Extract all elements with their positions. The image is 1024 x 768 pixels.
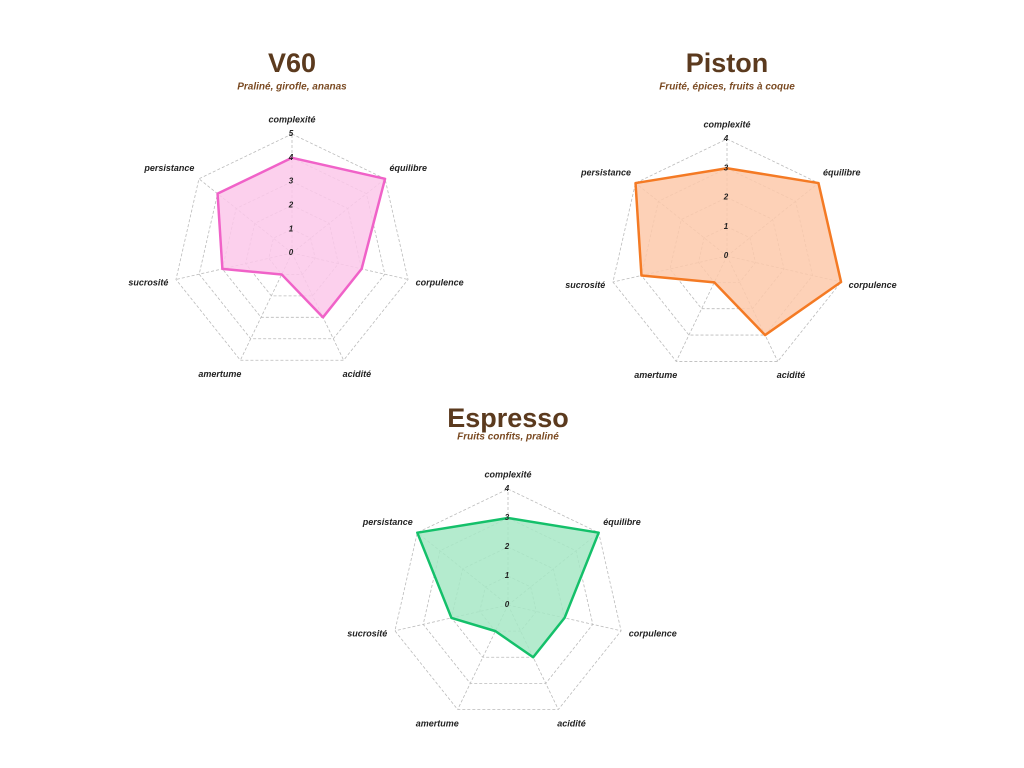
r-tick-label: 4	[504, 484, 510, 493]
r-tick-label: 3	[289, 177, 294, 186]
r-tick-label: 4	[288, 153, 294, 162]
r-tick-label: 5	[289, 129, 294, 138]
grid-ring	[394, 488, 622, 710]
r-tick-label: 1	[289, 224, 294, 233]
axis-label: amertume	[416, 718, 459, 728]
chart-subtitle: Fruité, épices, fruits à coque	[659, 82, 795, 93]
axis-spoke	[675, 255, 728, 362]
grid-ring	[451, 546, 565, 658]
r-tick-label: 2	[723, 193, 729, 202]
axis-label: équilibre	[823, 167, 861, 177]
r-tick-label: 0	[505, 600, 510, 609]
chart-subtitle: Praliné, girofle, ananas	[237, 82, 347, 93]
axis-spoke	[394, 604, 509, 632]
axis-label: sucrosité	[128, 277, 168, 287]
radar-area	[634, 167, 843, 337]
axis-label: corpulence	[629, 629, 677, 639]
r-tick-label: 2	[288, 201, 294, 210]
grid-ring	[641, 167, 813, 336]
r-tick-label: 4	[723, 134, 729, 143]
r-tick-label: 3	[505, 513, 510, 522]
axis-spoke	[457, 604, 509, 710]
radar-area	[416, 516, 600, 659]
axis-label: persistance	[362, 517, 413, 527]
axis-label: corpulence	[849, 280, 897, 290]
radar-chart: Piston Fruité, épices, fruits à coque 0 1 2 3…	[565, 48, 896, 380]
axis-label: équilibre	[390, 163, 428, 173]
axis-label: acidité	[777, 370, 806, 380]
r-tick-label: 0	[289, 248, 294, 257]
axis-label: amertume	[634, 370, 677, 380]
axis-label: sucrosité	[565, 280, 605, 290]
radar-area	[216, 156, 387, 319]
chart-title: Espresso	[447, 403, 569, 433]
grid-ring	[175, 133, 409, 361]
chart-title: Piston	[686, 48, 769, 78]
axis-label: persistance	[580, 167, 631, 177]
grid-ring	[612, 138, 842, 362]
r-tick-label: 1	[724, 222, 729, 231]
axis-label: sucrosité	[347, 629, 387, 639]
axis-spoke	[612, 255, 728, 283]
axis-label: acidité	[343, 369, 372, 379]
axis-label: complexité	[703, 119, 750, 129]
r-tick-label: 3	[724, 163, 729, 172]
axis-label: complexité	[484, 469, 531, 479]
chart-title: V60	[268, 48, 316, 78]
axis-label: équilibre	[603, 517, 641, 527]
axis-spoke	[726, 255, 779, 362]
axis-label: amertume	[198, 369, 241, 379]
axis-label: acidité	[557, 718, 586, 728]
chart-subtitle: Fruits confits, praliné	[457, 432, 559, 443]
axis-label: complexité	[268, 114, 315, 124]
r-tick-label: 2	[504, 542, 510, 551]
axis-label: persistance	[143, 163, 194, 173]
axis-label: corpulence	[416, 277, 464, 287]
r-tick-label: 1	[505, 571, 510, 580]
radar-chart: V60 Praliné, girofle, ananas 0 1 2 3 4 5 complex…	[128, 48, 463, 379]
r-tick-label: 0	[724, 251, 729, 260]
